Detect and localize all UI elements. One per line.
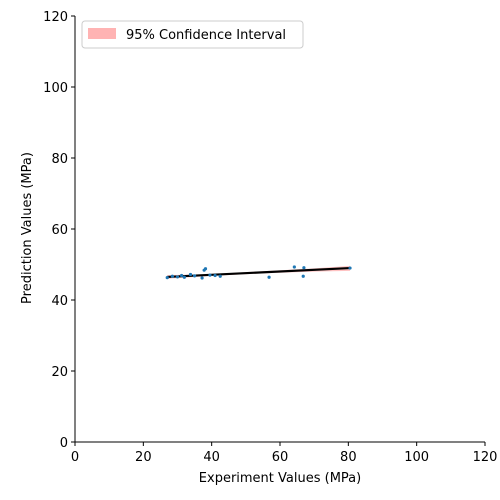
x-tick-label: 0	[71, 450, 79, 465]
x-tick-label: 100	[404, 450, 429, 465]
x-tick-label: 80	[340, 450, 357, 465]
data-point-5	[182, 275, 186, 279]
fit-line-layer	[167, 266, 351, 279]
legend-swatch	[88, 28, 116, 39]
data-point-13	[218, 274, 222, 278]
fit-line	[167, 266, 351, 279]
y-axis-label: Prediction Values (MPa)	[20, 152, 35, 304]
x-tick-label: 20	[135, 450, 152, 465]
data-point-17	[302, 266, 306, 270]
x-tick-label: 120	[473, 450, 498, 465]
data-point-6	[188, 272, 193, 277]
points-layer	[165, 265, 352, 280]
data-point-3	[175, 275, 180, 279]
data-point-1	[165, 276, 169, 280]
x-tick-label: 60	[272, 450, 289, 465]
data-point-4	[180, 273, 184, 278]
data-point-7	[192, 274, 197, 278]
data-point-11	[208, 273, 212, 277]
data-point-10	[203, 267, 208, 271]
data-point-14	[267, 275, 271, 279]
data-point-16	[301, 274, 305, 278]
data-point-15	[292, 265, 296, 269]
y-tick-label: 0	[60, 436, 68, 451]
data-point-8	[200, 276, 204, 280]
x-tick-label: 40	[203, 450, 220, 465]
y-tick-label: 40	[51, 294, 68, 309]
legend: 95% Confidence Interval	[81, 20, 304, 49]
y-tick-label: 120	[43, 10, 68, 25]
y-tick-label: 20	[51, 365, 68, 380]
data-point-18	[348, 266, 352, 270]
legend-entry-ci: 95% Confidence Interval	[126, 28, 286, 43]
y-tick-label: 100	[43, 81, 68, 96]
axes-layer: 0 20 40 60 80 100 120 0 20 40 60 80 100 120	[43, 10, 497, 465]
data-point-2	[170, 274, 174, 278]
legend-frame	[81, 20, 304, 49]
x-axis-label: Experiment Values (MPa)	[199, 471, 361, 486]
y-tick-label: 80	[51, 152, 68, 167]
y-tick-label: 60	[51, 223, 68, 238]
data-point-12	[213, 273, 217, 278]
